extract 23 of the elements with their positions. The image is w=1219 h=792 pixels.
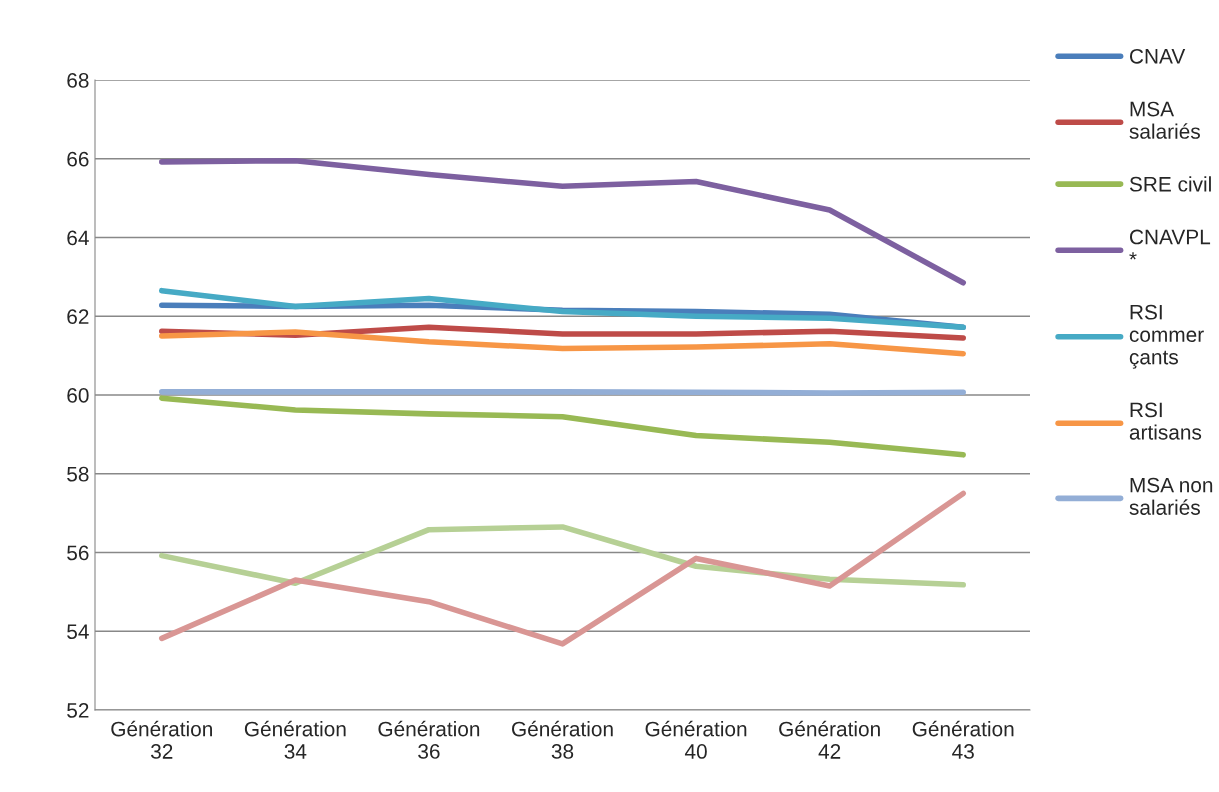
y-tick-label: 58 xyxy=(67,466,89,482)
y-tick-label: 56 xyxy=(67,545,89,561)
y-tick-label: 64 xyxy=(67,230,89,246)
x-tick-label: Génération 38 xyxy=(512,720,613,759)
legend-label: CNAVPL * xyxy=(1129,229,1211,260)
legend-label: RSI artisans xyxy=(1129,402,1202,440)
x-tick-label: Génération 43 xyxy=(912,720,1014,759)
x-tick-label: Génération 32 xyxy=(111,720,212,759)
y-tick-label: 52 xyxy=(67,703,89,718)
legend-label: MSA non salariés xyxy=(1129,477,1213,515)
legend-label: RSI commer çants xyxy=(1129,304,1204,369)
legend-label: SRE civil xyxy=(1129,176,1211,192)
y-tick-label: 62 xyxy=(67,309,89,324)
x-tick-label: Génération 36 xyxy=(378,720,480,759)
x-tick-label: Génération 42 xyxy=(779,720,880,759)
legend-label: MSA salariés xyxy=(1129,101,1200,139)
y-tick-label: 54 xyxy=(67,624,89,639)
x-tick-label: Génération 34 xyxy=(244,720,346,759)
y-tick-label: 68 xyxy=(67,73,89,88)
y-tick-label: 60 xyxy=(67,388,89,403)
legend-label: CNAV xyxy=(1129,48,1186,64)
x-tick-label: Génération 40 xyxy=(645,720,747,759)
y-tick-label: 66 xyxy=(67,151,89,167)
